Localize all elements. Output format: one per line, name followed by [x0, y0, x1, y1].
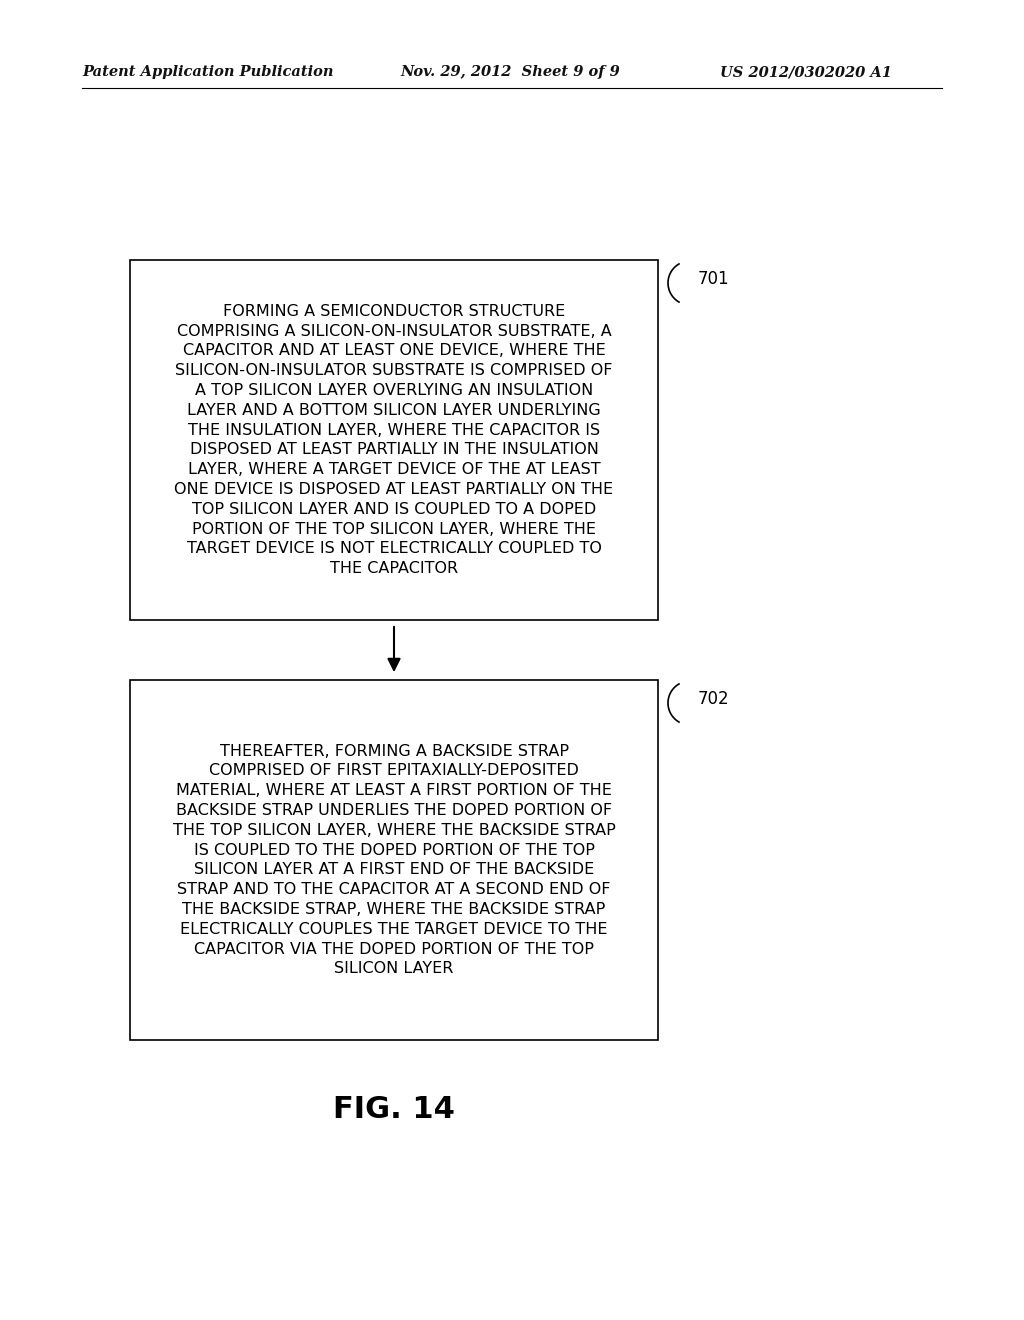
Text: 702: 702	[698, 690, 730, 708]
Bar	[130, 260, 658, 620]
Text: 701: 701	[698, 271, 730, 288]
Text: US 2012/0302020 A1: US 2012/0302020 A1	[720, 65, 892, 79]
Text: Patent Application Publication: Patent Application Publication	[82, 65, 334, 79]
Text: FORMING A SEMICONDUCTOR STRUCTURE
COMPRISING A SILICON-ON-INSULATOR SUBSTRATE, A: FORMING A SEMICONDUCTOR STRUCTURE COMPRI…	[174, 304, 613, 577]
Text: Nov. 29, 2012  Sheet 9 of 9: Nov. 29, 2012 Sheet 9 of 9	[400, 65, 620, 79]
Text: THEREAFTER, FORMING A BACKSIDE STRAP
COMPRISED OF FIRST EPITAXIALLY-DEPOSITED
MA: THEREAFTER, FORMING A BACKSIDE STRAP COM…	[173, 743, 615, 977]
Bar	[130, 680, 658, 1040]
Text: FIG. 14: FIG. 14	[333, 1096, 455, 1125]
